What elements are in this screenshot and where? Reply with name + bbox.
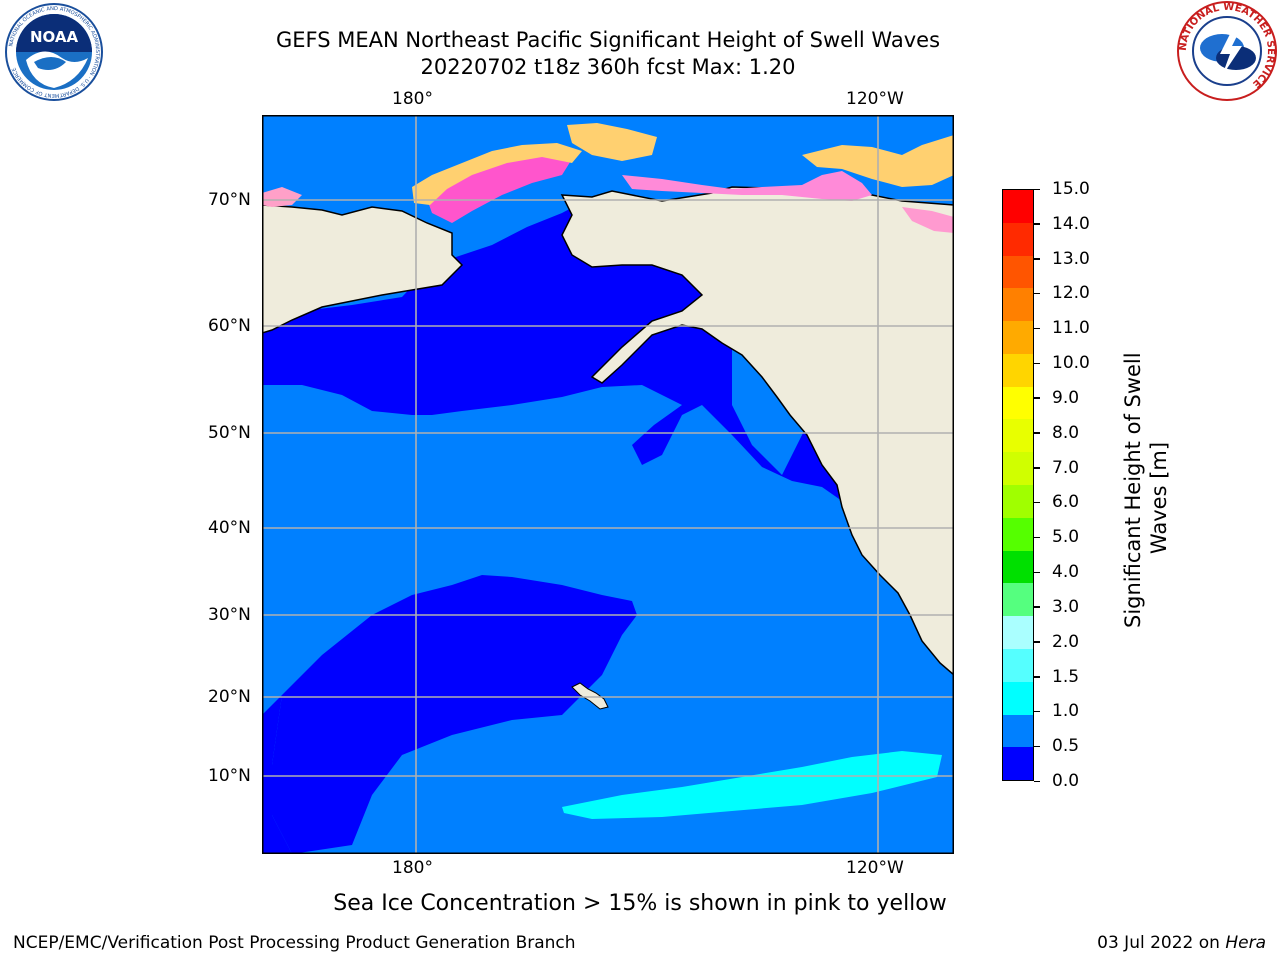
sea-ice-archipelago bbox=[902, 207, 954, 233]
colorbar-tick-mark bbox=[1034, 780, 1040, 782]
map-svg bbox=[261, 115, 955, 854]
colorbar-tick-label: 14.0 bbox=[1052, 213, 1090, 234]
sea-ice-beaufort bbox=[622, 171, 872, 201]
colorbar-tick-label: 5.0 bbox=[1052, 527, 1080, 548]
colorbar-tick-mark bbox=[1034, 676, 1040, 678]
footer-right: 03 Jul 2022 on Hera bbox=[1097, 933, 1266, 953]
colorbar-label-line2: Waves [m] bbox=[1147, 441, 1171, 555]
colorbar-tick-mark bbox=[1034, 501, 1040, 504]
colorbar bbox=[1002, 189, 1034, 781]
colorbar-tick-mark bbox=[1034, 745, 1040, 748]
colorbar-tick-mark bbox=[1034, 641, 1040, 643]
colorbar-segment bbox=[1003, 386, 1033, 420]
colorbar-tick-mark bbox=[1034, 223, 1040, 225]
colorbar-tick-label: 2.0 bbox=[1052, 631, 1080, 652]
footer-machine: Hera bbox=[1225, 933, 1266, 953]
colorbar-tick-mark bbox=[1034, 571, 1040, 574]
colorbar-tick-label: 11.0 bbox=[1052, 318, 1090, 339]
colorbar-label: Significant Height of Swell Waves [m] bbox=[1120, 352, 1172, 628]
gridlines bbox=[262, 115, 954, 854]
colorbar-segment bbox=[1003, 321, 1033, 354]
colorbar-segment bbox=[1003, 583, 1033, 617]
land-asia bbox=[261, 115, 464, 335]
colorbar-tick-mark bbox=[1034, 467, 1040, 469]
colorbar-tick-mark bbox=[1034, 432, 1040, 434]
colorbar-tick-label: 15.0 bbox=[1052, 179, 1090, 199]
colorbar-tick-label: 10.0 bbox=[1052, 353, 1090, 374]
colorbar-segment bbox=[1003, 681, 1033, 715]
lat-tick-20n: 20°N bbox=[208, 687, 251, 707]
lon-tick-top-180: 180° bbox=[392, 89, 433, 109]
footer-left: NCEP/EMC/Verification Post Processing Pr… bbox=[13, 933, 576, 953]
lat-tick-40n: 40°N bbox=[208, 518, 251, 538]
colorbar-tick-label: 3.0 bbox=[1052, 596, 1080, 617]
colorbar-tick-label: 12.0 bbox=[1052, 283, 1090, 304]
colorbar-segment bbox=[1003, 222, 1033, 256]
colorbar-segment bbox=[1003, 485, 1033, 518]
lon-tick-top-120w: 120°W bbox=[846, 89, 904, 109]
lat-tick-30n: 30°N bbox=[208, 605, 251, 625]
colorbar-segment bbox=[1003, 517, 1033, 551]
colorbar-tick-mark bbox=[1034, 397, 1040, 399]
colorbar-segment bbox=[1003, 714, 1033, 748]
colorbar-segment bbox=[1003, 648, 1033, 682]
colorbar-label-line1: Significant Height of Swell bbox=[1121, 352, 1145, 628]
colorbar-tick-label: 13.0 bbox=[1052, 248, 1090, 269]
nws-logo: NATIONAL WEATHER SERVICE bbox=[1176, 0, 1278, 102]
lat-tick-70n: 70°N bbox=[208, 190, 251, 210]
lon-tick-bottom-120w: 120°W bbox=[846, 858, 904, 878]
colorbar-segment bbox=[1003, 419, 1033, 453]
colorbar-tick-label: 0.0 bbox=[1052, 771, 1080, 791]
lat-tick-10n: 10°N bbox=[208, 766, 251, 786]
colorbar-segment bbox=[1003, 190, 1033, 223]
hawaii bbox=[571, 682, 609, 710]
colorbar-tick-mark bbox=[1034, 188, 1040, 190]
colorbar-tick-label: 8.0 bbox=[1052, 422, 1080, 443]
colorbar-tick-mark bbox=[1034, 362, 1040, 365]
colorbar-tick-mark bbox=[1034, 258, 1040, 260]
colorbar-tick-label: 1.5 bbox=[1052, 666, 1080, 687]
colorbar-segment bbox=[1003, 550, 1033, 584]
footer-date: 03 Jul 2022 on bbox=[1097, 933, 1226, 953]
colorbar-segment bbox=[1003, 255, 1033, 289]
high-swell-band bbox=[562, 751, 942, 819]
colorbar-segment bbox=[1003, 452, 1033, 486]
lat-tick-60n: 60°N bbox=[208, 316, 251, 336]
colorbar-tick-label: 4.0 bbox=[1052, 562, 1080, 583]
title-line-2: 20220702 t18z 360h fcst Max: 1.20 bbox=[420, 55, 796, 79]
lat-tick-50n: 50°N bbox=[208, 423, 251, 443]
colorbar-tick-label: 1.0 bbox=[1052, 701, 1080, 722]
sea-ice-arctic-top bbox=[567, 123, 657, 161]
map-frame bbox=[262, 115, 954, 854]
colorbar-segment bbox=[1003, 616, 1033, 649]
sea-ice-chukchi bbox=[422, 151, 572, 223]
colorbar-tick-label: 0.5 bbox=[1052, 736, 1080, 757]
title-line-1: GEFS MEAN Northeast Pacific Significant … bbox=[275, 28, 941, 52]
colorbar-tick-mark bbox=[1034, 710, 1040, 713]
colorbar-segment bbox=[1003, 747, 1033, 781]
sea-ice-chukchi-outer bbox=[412, 143, 582, 205]
noaa-logo-text: NOAA bbox=[30, 28, 79, 46]
low-swell-west bbox=[262, 695, 292, 854]
sea-ice-west bbox=[262, 187, 302, 207]
colorbar-tick-mark bbox=[1034, 606, 1040, 608]
colorbar-tick-label: 9.0 bbox=[1052, 387, 1080, 408]
sea-ice-note: Sea Ice Concentration > 15% is shown in … bbox=[333, 891, 947, 916]
colorbar-tick-label: 6.0 bbox=[1052, 492, 1080, 513]
noaa-logo: NOAA NATIONAL OCEANIC AND ATMOSPHERIC AD… bbox=[4, 2, 104, 102]
lon-tick-bottom-180: 180° bbox=[392, 858, 433, 878]
map-panel bbox=[261, 115, 955, 854]
colorbar-tick-label: 7.0 bbox=[1052, 457, 1080, 478]
colorbar-segment bbox=[1003, 288, 1033, 322]
colorbar-tick-mark bbox=[1034, 327, 1040, 330]
low-swell-pacific bbox=[272, 575, 637, 854]
colorbar-tick-mark bbox=[1034, 292, 1040, 295]
colorbar-tick-mark bbox=[1034, 536, 1040, 539]
colorbar-segment bbox=[1003, 353, 1033, 387]
